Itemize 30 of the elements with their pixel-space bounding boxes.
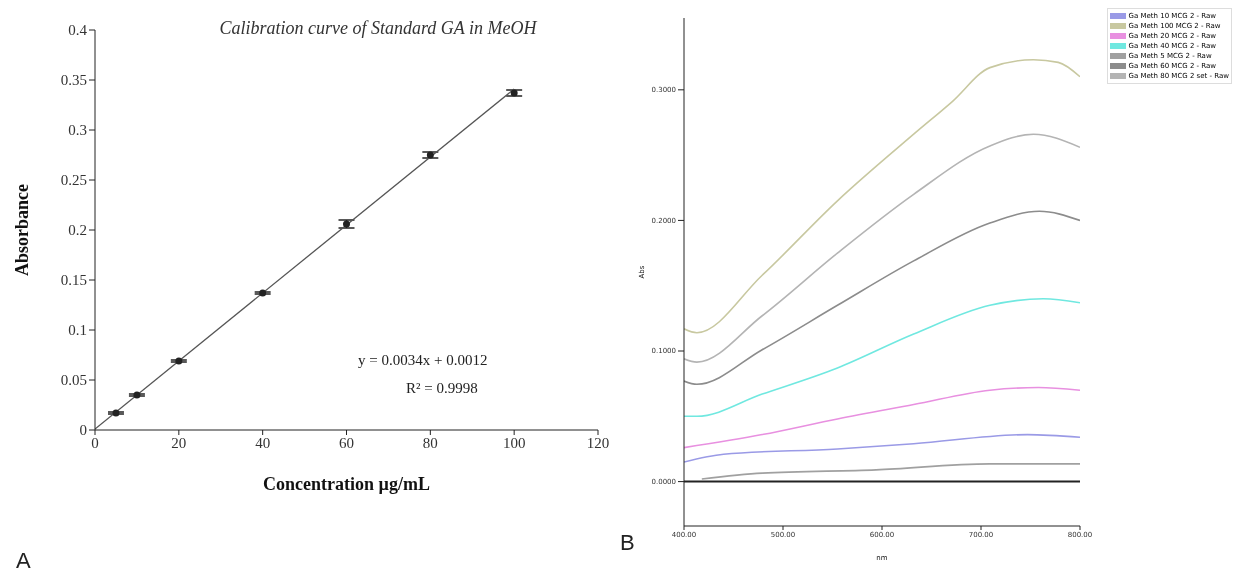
x-tick-label: 20: [171, 434, 187, 451]
line-series: [684, 133, 1080, 363]
line-series: [684, 433, 1080, 463]
line-series: [701, 463, 1080, 480]
line-series: [684, 58, 1080, 334]
y-tick-label: 0.2: [68, 222, 87, 239]
y-axis-title: Absorbance: [12, 183, 33, 277]
y-tick-label: 0.05: [60, 372, 87, 389]
text: A: [16, 548, 31, 574]
annotation: y = 0.0034x + 0.0012: [358, 352, 488, 369]
y-tick-label: 0: [79, 422, 87, 439]
x-tick-label: 0: [91, 434, 99, 451]
x-tick-label: 100: [502, 434, 526, 451]
y-tick-label: 0.4: [68, 22, 88, 39]
line-series: [684, 386, 1080, 449]
y-tick-label: 0.35: [60, 72, 87, 89]
y-tick-label: 0.25: [60, 172, 87, 189]
y-tick-label: 0.1: [68, 322, 87, 339]
line-series: [684, 210, 1080, 386]
y-tick-label: 0.3: [68, 122, 87, 139]
x-tick-label: 40: [255, 434, 271, 451]
x-tick-label: 120: [586, 434, 610, 451]
annotation: R² = 0.9998: [406, 380, 478, 397]
x-tick-label: 60: [339, 434, 354, 451]
x-tick-label: 80: [422, 434, 438, 451]
line-series: [684, 297, 1080, 418]
chart-title: Calibration curve of Standard GA in MeOH: [218, 18, 538, 39]
x-axis-title: Concentration µg/mL: [263, 474, 430, 494]
y-tick-label: 0.15: [60, 272, 87, 289]
text: B: [620, 530, 635, 556]
